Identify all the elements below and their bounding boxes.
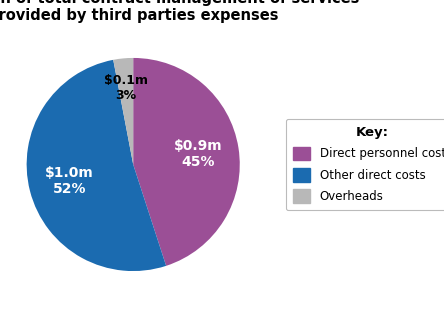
Text: $0.9m
45%: $0.9m 45% bbox=[174, 139, 223, 169]
Text: $0.1m
3%: $0.1m 3% bbox=[104, 74, 148, 102]
Wedge shape bbox=[113, 58, 133, 164]
Legend: Direct personnel costs, Other direct costs, Overheads: Direct personnel costs, Other direct cos… bbox=[285, 119, 444, 210]
Wedge shape bbox=[133, 58, 240, 266]
Wedge shape bbox=[27, 60, 166, 271]
Text: $1.0m
52%: $1.0m 52% bbox=[45, 166, 94, 196]
Title: Composition of total contract management of services
provided by third parties e: Composition of total contract management… bbox=[0, 0, 359, 23]
